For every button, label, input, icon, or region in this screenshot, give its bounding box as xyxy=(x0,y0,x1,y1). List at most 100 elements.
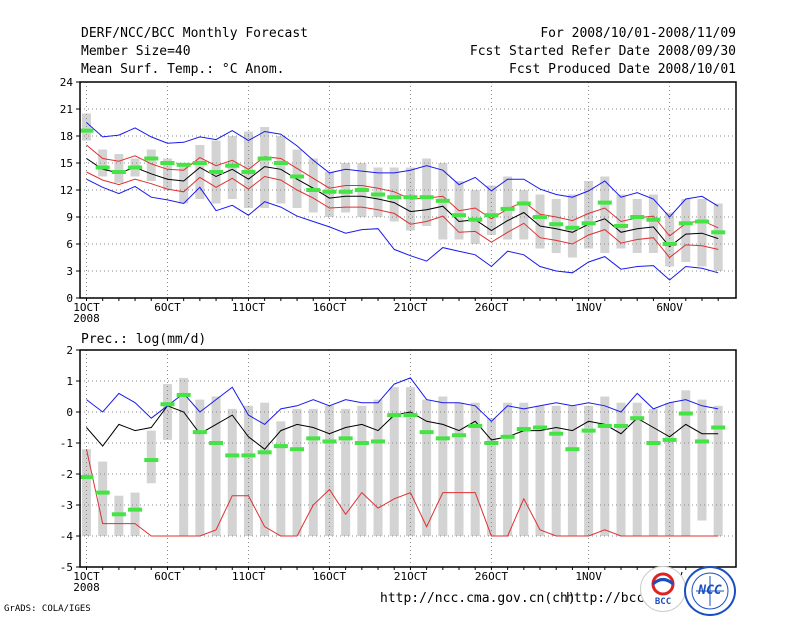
prec-observation-mark xyxy=(694,439,709,444)
temp-xtick-label: 1NOV xyxy=(575,301,602,314)
url-bcc-link[interactable]: http://bcc. xyxy=(566,591,653,606)
prec-ytick-label: 1 xyxy=(66,375,73,388)
temp-xtick-label: 16OCT xyxy=(313,301,346,314)
prec-ensemble-box xyxy=(405,387,415,536)
prec-xtick-label: 21OCT xyxy=(394,570,427,583)
prec-ytick-label: -4 xyxy=(60,530,74,543)
prec-observation-mark xyxy=(128,507,143,512)
header-variable: Mean Surf. Temp.: °C Anom. xyxy=(81,62,285,77)
prec-ensemble-box xyxy=(292,408,302,536)
prec-xtick-label: 6OCT xyxy=(154,570,181,583)
prec-ytick-label: -3 xyxy=(60,499,73,512)
header-produced-date: Fcst Produced Date 2008/10/01 xyxy=(509,62,736,77)
prec-observation-mark xyxy=(257,450,272,455)
prec-observation-mark xyxy=(338,436,353,441)
temp-observation-mark xyxy=(694,219,709,224)
prec-ensemble-box xyxy=(162,384,172,440)
temp-observation-mark xyxy=(565,225,580,230)
prec-ytick-label: 2 xyxy=(66,344,73,357)
prec-observation-mark xyxy=(613,423,628,428)
temp-observation-mark xyxy=(209,170,224,174)
prec-observation-mark xyxy=(176,392,191,397)
prec-observation-mark xyxy=(387,413,402,418)
prec-observation-mark xyxy=(111,512,126,517)
temp-observation-mark xyxy=(273,161,288,165)
prec-ensemble-box xyxy=(422,399,432,536)
temp-observation-mark xyxy=(613,224,628,228)
temp-observation-mark xyxy=(452,213,467,218)
temp-observation-mark xyxy=(484,213,499,218)
temp-ensemble-box xyxy=(308,158,318,213)
grads-credit: GrADS: COLA/IGES xyxy=(4,604,91,614)
prec-ensemble-box xyxy=(486,418,496,536)
prec-observation-mark xyxy=(403,413,418,418)
prec-observation-mark xyxy=(484,441,499,445)
temp-observation-mark xyxy=(711,230,726,235)
temp-ensemble-box xyxy=(713,203,723,271)
temp-observation-mark xyxy=(516,201,531,206)
prec-ensemble-box xyxy=(632,402,642,536)
prec-observation-mark xyxy=(533,425,548,430)
prec-ytick-label: -5 xyxy=(60,561,73,574)
temp-inner-spread-lower-line xyxy=(86,171,719,259)
prec-observation-mark xyxy=(306,436,321,441)
temp-ensemble-box xyxy=(260,127,270,208)
prec-ensemble-box xyxy=(681,390,691,536)
temp-ensemble-box xyxy=(422,158,432,226)
temp-observation-mark xyxy=(371,192,386,197)
temp-observation-mark xyxy=(322,189,337,194)
prec-observation-mark xyxy=(371,439,386,444)
prec-ensemble-box xyxy=(551,405,561,536)
prec-xtick-label: 1OCT xyxy=(73,570,100,583)
temp-observation-mark xyxy=(549,222,564,227)
prec-observation-mark xyxy=(516,427,531,432)
temp-ensemble-box xyxy=(179,163,189,204)
prec-plot-frame xyxy=(79,349,737,568)
prec-ensemble-box xyxy=(648,408,658,536)
prec-ensemble-box xyxy=(665,402,675,536)
temp-observation-mark xyxy=(419,195,434,200)
prec-observation-mark xyxy=(209,441,224,445)
prec-ensemble-box xyxy=(503,402,513,536)
prec-observation-mark xyxy=(549,431,564,436)
prec-observation-mark xyxy=(711,425,726,430)
temp-ytick-label: 21 xyxy=(60,103,73,116)
temp-ensemble-mean-line xyxy=(86,158,719,248)
prec-ensemble-box xyxy=(179,377,189,536)
prec-observation-mark xyxy=(630,416,645,421)
prec-ytick-label: 0 xyxy=(66,406,73,419)
temp-plot-frame xyxy=(79,81,737,299)
temp-observation-mark xyxy=(646,217,661,222)
temp-ensemble-box xyxy=(535,194,545,249)
temp-observation-mark xyxy=(435,198,450,203)
prec-xtick-label: 1NOV xyxy=(575,570,602,583)
prec-observation-mark xyxy=(662,437,677,442)
header-refer-date: Fcst Started Refer Date 2008/09/30 xyxy=(469,44,736,59)
temp-inner-spread-upper-line xyxy=(86,144,719,237)
temp-ensemble-box xyxy=(470,190,480,244)
prec-ensemble-box xyxy=(373,399,383,536)
prec-observation-mark xyxy=(452,433,467,438)
prec-observation-mark xyxy=(144,458,159,463)
prec-observation-mark xyxy=(435,436,450,441)
temp-observation-mark xyxy=(128,165,143,170)
prec-observation-mark xyxy=(354,441,369,445)
temp-observation-mark xyxy=(241,170,256,174)
temp-observation-mark xyxy=(468,217,483,222)
prec-ytick-label: -2 xyxy=(60,468,73,481)
temp-ytick-label: 24 xyxy=(60,76,74,89)
temp-ensemble-box xyxy=(146,149,156,181)
temp-observation-mark xyxy=(144,156,159,161)
temp-xtick-label: 21OCT xyxy=(394,301,427,314)
temp-ensemble-box xyxy=(389,167,399,222)
temp-observation-mark xyxy=(500,206,515,211)
prec-observation-mark xyxy=(468,423,483,428)
prec-ensemble-mean-line xyxy=(86,405,719,450)
prec-outer-spread-upper-line xyxy=(86,377,719,426)
temp-ytick-label: 3 xyxy=(66,265,73,278)
temp-observation-mark xyxy=(257,156,272,161)
temp-observation-mark xyxy=(290,174,305,179)
url-ncc-link[interactable]: http://ncc.cma.gov.cn(ch) xyxy=(380,591,576,606)
prec-ensemble-box xyxy=(341,408,351,536)
prec-observation-mark xyxy=(419,430,434,435)
